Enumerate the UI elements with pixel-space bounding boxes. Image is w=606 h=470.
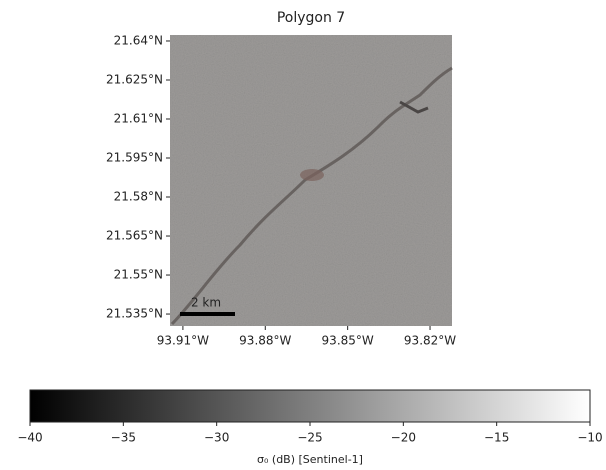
y-tick-label: 21.64°N <box>114 33 163 47</box>
y-tick-label: 21.535°N <box>106 307 163 321</box>
colorbar <box>29 389 591 423</box>
y-tick-label: 21.61°N <box>114 111 163 125</box>
y-tick-label: 21.595°N <box>106 151 163 165</box>
x-tick-label: 93.85°W <box>322 334 374 348</box>
x-tick-label: 93.88°W <box>239 334 291 348</box>
colorbar-tick-label: −15 <box>484 431 509 445</box>
sar-image: 2 km <box>170 35 453 326</box>
x-tick-label: 93.91°W <box>157 334 209 348</box>
x-tick-label: 93.82°W <box>404 334 456 348</box>
colorbar-label: σ₀ (dB) [Sentinel-1] <box>257 453 363 466</box>
slick-feature <box>170 66 453 326</box>
y-tick-label: 21.58°N <box>114 190 163 204</box>
colorbar-tick-label: −30 <box>204 431 229 445</box>
chart-title: Polygon 7 <box>277 10 345 26</box>
y-tick-label: 21.625°N <box>106 72 163 86</box>
colorbar-tick-label: −40 <box>17 431 42 445</box>
colorbar-tick-label: −10 <box>577 431 602 445</box>
scale-bar-label: 2 km <box>191 296 221 310</box>
colorbar-tick-label: −25 <box>297 431 322 445</box>
slick-feature <box>300 169 324 181</box>
y-tick-label: 21.565°N <box>106 229 163 243</box>
colorbar-tick-label: −20 <box>391 431 416 445</box>
slick-feature <box>399 100 429 114</box>
colorbar-tick-label: −35 <box>111 431 136 445</box>
y-tick-label: 21.55°N <box>114 268 163 282</box>
